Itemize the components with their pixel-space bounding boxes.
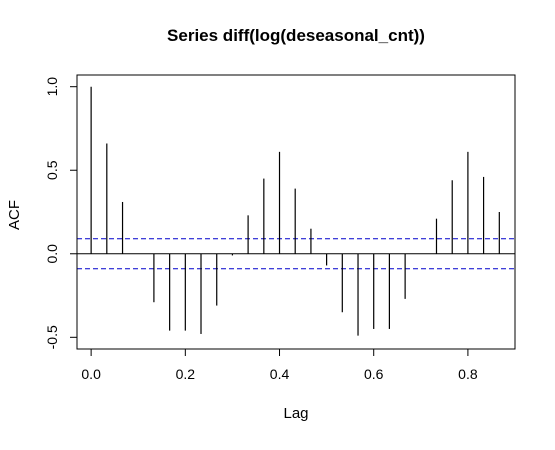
y-tick-label: 0.5 — [44, 160, 60, 180]
x-axis-label: Lag — [283, 405, 308, 422]
plot-area: 0.0 0.2 0.4 0.6 0.8 -0.5 0.0 0.5 1.0 — [44, 74, 516, 382]
x-tick-label: 0.4 — [270, 366, 290, 382]
plot-frame — [76, 74, 516, 350]
x-tick-label: 0.0 — [81, 366, 101, 382]
y-tick-label: -0.5 — [44, 325, 60, 349]
chart-title: Series diff(log(deseasonal_cnt)) — [167, 26, 425, 45]
y-tick-label: 1.0 — [44, 77, 60, 97]
x-tick-label: 0.6 — [364, 366, 384, 382]
y-axis-label: ACF — [6, 200, 23, 230]
x-tick-label: 0.8 — [458, 366, 478, 382]
y-tick-label: 0.0 — [44, 244, 60, 264]
x-tick-label: 0.2 — [176, 366, 196, 382]
